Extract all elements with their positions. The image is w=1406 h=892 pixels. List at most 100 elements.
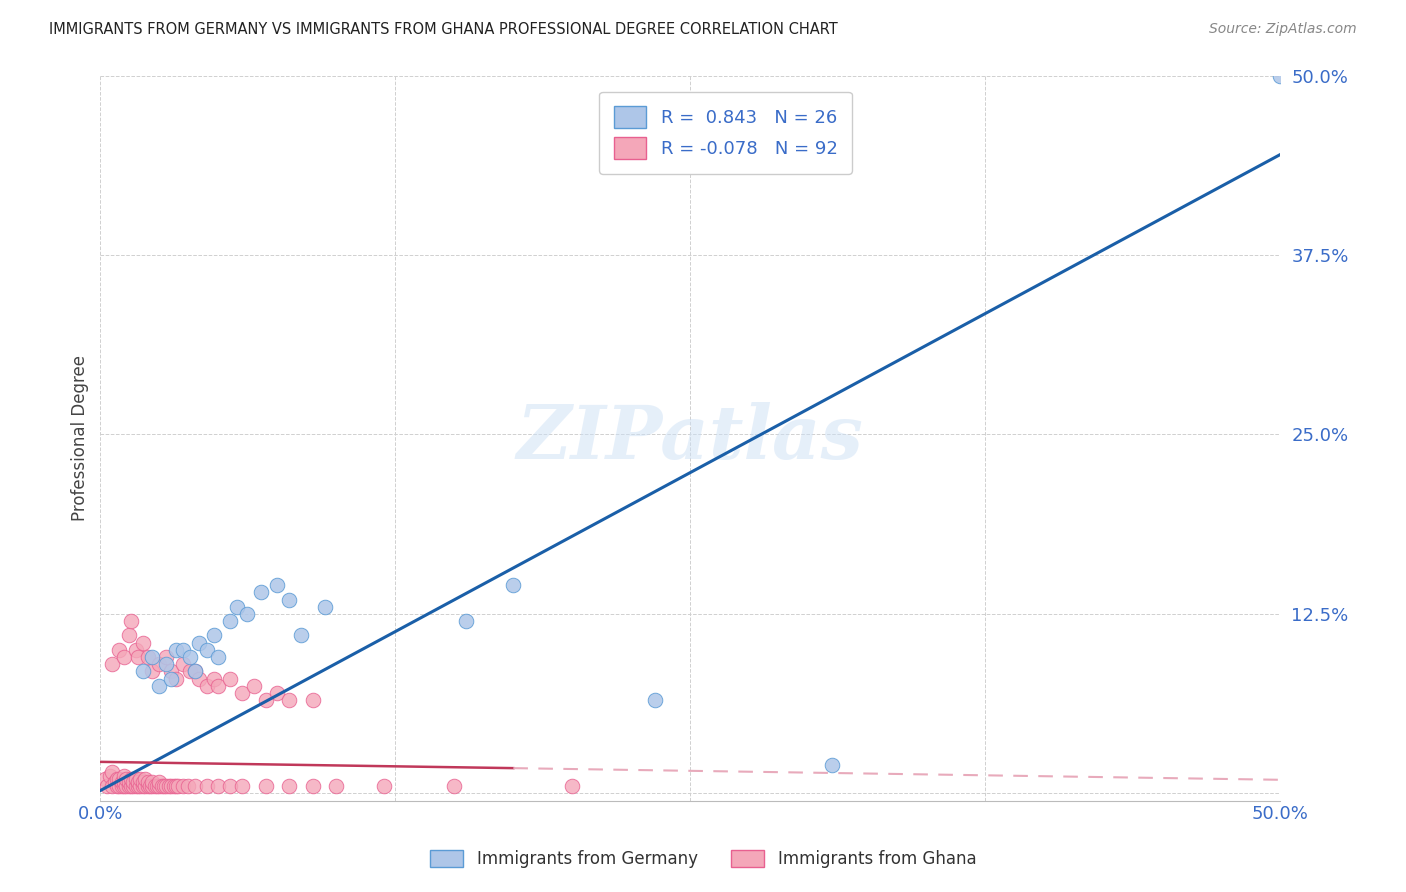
Point [148,679,170,693]
Point [118,628,141,642]
Point [125,772,148,786]
Point [143,779,166,793]
Point [96,779,118,793]
Point [108,779,131,793]
Point [314,599,336,614]
Point [162,779,184,793]
Point [108,772,131,786]
Point [202,628,225,642]
Point [179,650,201,665]
Point [179,665,201,679]
Point [176,779,198,793]
Point [254,693,277,707]
Point [118,775,141,789]
Point [101,657,124,672]
Point [165,643,187,657]
Point [141,665,163,679]
Point [266,686,288,700]
Point [134,772,156,786]
Point [165,779,187,793]
Point [112,650,135,665]
Point [184,665,207,679]
Point [219,779,242,793]
Point [139,779,162,793]
Point [456,614,478,628]
Point [120,772,142,786]
Point [188,672,211,686]
Point [108,643,131,657]
Point [103,775,125,789]
Point [821,757,844,772]
Point [278,693,301,707]
Point [219,614,242,628]
Point [110,779,132,793]
Point [132,779,155,793]
Point [278,779,301,793]
Point [148,779,170,793]
Point [325,779,347,793]
Point [160,665,183,679]
Legend: R =  0.843   N = 26, R = -0.078   N = 92: R = 0.843 N = 26, R = -0.078 N = 92 [599,92,852,174]
Point [219,672,242,686]
Point [129,779,152,793]
Text: ZIPatlas: ZIPatlas [517,401,863,475]
Point [207,779,229,793]
Point [112,775,135,789]
Point [122,779,145,793]
Point [105,779,128,793]
Point [165,672,187,686]
Point [132,775,155,789]
Point [134,779,156,793]
Point [127,650,149,665]
Y-axis label: Professional Degree: Professional Degree [72,355,89,521]
Point [195,643,218,657]
Point [155,657,177,672]
Point [231,779,253,793]
Point [195,779,218,793]
Point [148,657,170,672]
Point [290,628,312,642]
Point [101,779,124,793]
Point [242,679,264,693]
Point [127,775,149,789]
Point [160,672,183,686]
Point [136,775,159,789]
Point [443,779,465,793]
Point [278,592,301,607]
Point [146,779,169,793]
Point [125,779,148,793]
Point [301,693,323,707]
Point [98,769,121,783]
Point [561,779,583,793]
Text: Source: ZipAtlas.com: Source: ZipAtlas.com [1209,22,1357,37]
Point [129,772,152,786]
Point [153,779,176,793]
Point [141,779,163,793]
Point [301,779,323,793]
Point [125,643,148,657]
Point [207,679,229,693]
Point [132,635,155,649]
Point [160,779,183,793]
Point [105,772,128,786]
Point [207,650,229,665]
Legend: Immigrants from Germany, Immigrants from Ghana: Immigrants from Germany, Immigrants from… [423,843,983,875]
Point [155,650,177,665]
Point [184,779,207,793]
Point [231,686,253,700]
Point [136,650,159,665]
Point [157,779,180,793]
Point [172,657,194,672]
Point [155,779,177,793]
Point [110,775,132,789]
Point [122,775,145,789]
Point [254,779,277,793]
Point [1270,69,1292,83]
Point [141,775,163,789]
Point [112,779,135,793]
Point [502,578,524,592]
Point [112,769,135,783]
Point [94,772,117,786]
Point [172,643,194,657]
Point [132,665,155,679]
